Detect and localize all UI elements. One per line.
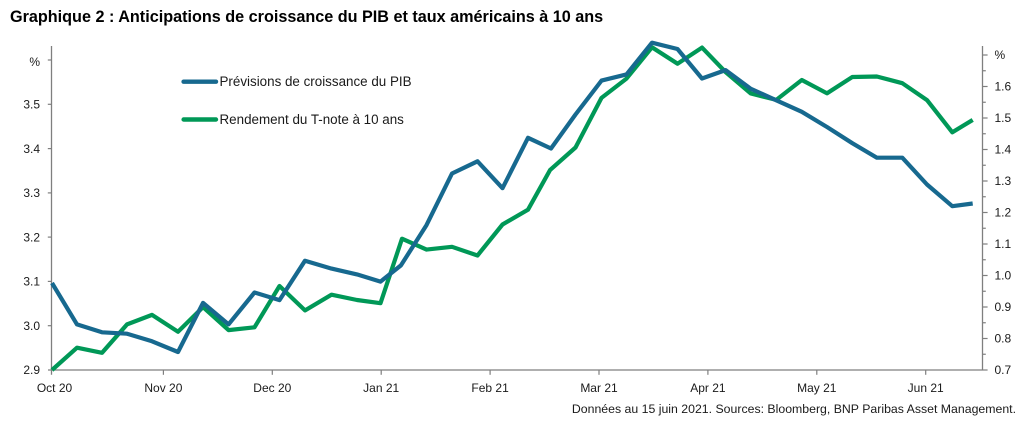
svg-text:2.9: 2.9: [23, 363, 40, 377]
svg-text:Nov 20: Nov 20: [144, 381, 182, 395]
svg-text:Feb 21: Feb 21: [471, 381, 509, 395]
svg-text:0.7: 0.7: [995, 363, 1012, 377]
svg-text:%: %: [995, 48, 1006, 62]
svg-text:Jun 21: Jun 21: [908, 381, 944, 395]
svg-text:1.4: 1.4: [995, 143, 1012, 157]
svg-text:Apr 21: Apr 21: [690, 381, 726, 395]
svg-text:3.5: 3.5: [23, 98, 40, 112]
svg-text:Dec 20: Dec 20: [253, 381, 291, 395]
svg-text:1.1: 1.1: [995, 237, 1012, 251]
svg-text:May 21: May 21: [797, 381, 837, 395]
svg-text:1.5: 1.5: [995, 111, 1012, 125]
svg-text:Mar 21: Mar 21: [580, 381, 618, 395]
svg-text:0.8: 0.8: [995, 332, 1012, 346]
svg-text:3.2: 3.2: [23, 230, 40, 244]
svg-text:1.6: 1.6: [995, 80, 1012, 94]
svg-text:3.0: 3.0: [23, 319, 40, 333]
svg-text:1.3: 1.3: [995, 174, 1012, 188]
svg-text:1.2: 1.2: [995, 206, 1012, 220]
svg-text:3.3: 3.3: [23, 186, 40, 200]
svg-text:1.0: 1.0: [995, 269, 1012, 283]
svg-text:3.1: 3.1: [23, 275, 40, 289]
svg-text:3.4: 3.4: [23, 142, 40, 156]
svg-text:0.9: 0.9: [995, 300, 1012, 314]
svg-text:Oct 20: Oct 20: [37, 381, 73, 395]
svg-text:Jan 21: Jan 21: [363, 381, 399, 395]
svg-text:%: %: [29, 55, 40, 69]
